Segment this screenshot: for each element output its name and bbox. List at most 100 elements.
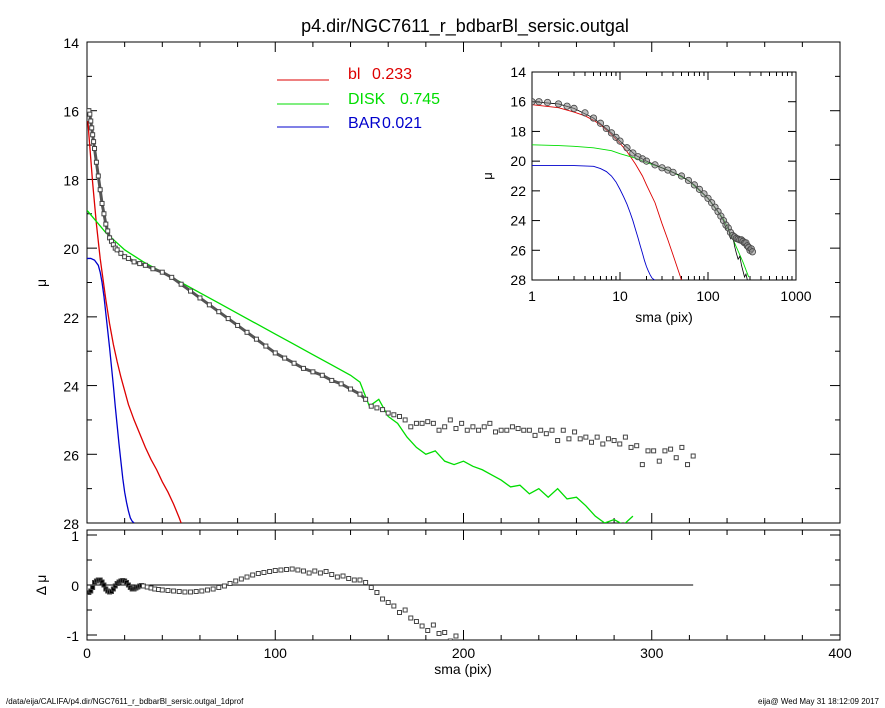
inset-observed-point bbox=[602, 124, 610, 133]
main-axes: 14 16 18 20 22 24 26 28 bbox=[63, 35, 841, 532]
inset-axes: 14 16 18 20 22 24 26 281 10 100 1000 bbox=[510, 64, 811, 304]
observed-point bbox=[103, 221, 109, 227]
residual-point bbox=[261, 570, 267, 575]
observed-point bbox=[131, 259, 137, 265]
residual-point bbox=[380, 596, 386, 602]
main-ytick-label: 18 bbox=[63, 172, 79, 188]
residual-point bbox=[363, 580, 369, 585]
observed-point bbox=[272, 350, 278, 356]
residual-point bbox=[453, 633, 459, 639]
observed-point bbox=[282, 355, 288, 361]
residual-point bbox=[250, 572, 256, 578]
observed-point bbox=[425, 419, 431, 425]
inset-ytick-label: 16 bbox=[510, 94, 526, 110]
observed-point bbox=[244, 329, 250, 335]
observed-point bbox=[216, 309, 222, 315]
observed-point bbox=[118, 250, 124, 256]
residual-point bbox=[300, 568, 306, 574]
inset-observed-point bbox=[623, 144, 631, 152]
main-panel: 14 16 18 20 22 24 26 28 μ bl 0.233 DISK 0.745 B… bbox=[33, 35, 841, 532]
residual-point bbox=[176, 589, 182, 594]
observed-point bbox=[263, 343, 269, 349]
observed-point bbox=[509, 424, 515, 430]
residual-point bbox=[210, 586, 216, 592]
residual-xtick-label: 200 bbox=[452, 645, 476, 661]
observed-point bbox=[197, 295, 203, 301]
observed-point bbox=[93, 159, 99, 165]
observed-point bbox=[549, 427, 555, 433]
observed-point bbox=[651, 448, 657, 454]
residual-ylabel: Δ μ bbox=[33, 575, 49, 596]
main-ytick-label: 28 bbox=[63, 516, 79, 532]
footer-path: /data/eija/CALIFA/p4.dir/NGC7611_r_bdbar… bbox=[6, 697, 244, 706]
observed-point bbox=[685, 462, 691, 468]
observed-point bbox=[363, 396, 369, 402]
inset-observed-point bbox=[554, 100, 563, 108]
observed-point bbox=[611, 438, 617, 444]
residual-axes: 10-10 100 200 300 400 bbox=[67, 528, 852, 661]
observed-point bbox=[291, 360, 297, 366]
residual-panel: 10-10 100 200 300 400 Δ μ sma (pix) bbox=[33, 528, 852, 677]
residual-point bbox=[278, 567, 284, 573]
observed-point bbox=[600, 441, 606, 447]
residual-ytick-label: 0 bbox=[71, 578, 79, 594]
observed-point bbox=[628, 444, 634, 450]
main-ytick-label: 24 bbox=[63, 379, 79, 395]
residual-point bbox=[329, 572, 335, 577]
observed-point bbox=[413, 420, 419, 426]
observed-point bbox=[97, 187, 103, 193]
observed-point bbox=[532, 432, 538, 438]
observed-point bbox=[464, 427, 470, 433]
observed-point bbox=[436, 427, 442, 433]
residual-point bbox=[351, 577, 357, 583]
observed-point bbox=[560, 427, 566, 433]
observed-point bbox=[639, 462, 645, 468]
residual-point bbox=[346, 576, 352, 581]
observed-point bbox=[137, 261, 143, 267]
observed-point bbox=[526, 427, 532, 433]
observed-point bbox=[493, 429, 498, 435]
main-ytick-label: 26 bbox=[63, 447, 79, 463]
inset-observed-point bbox=[629, 149, 637, 157]
residual-point bbox=[233, 578, 239, 584]
residual-point bbox=[255, 571, 261, 576]
residual-point bbox=[357, 577, 363, 583]
chart-title: p4.dir/NGC7611_r_bdbarBl_sersic.outgal bbox=[301, 16, 629, 37]
observed-point bbox=[385, 410, 391, 416]
observed-point bbox=[487, 420, 493, 426]
observed-point bbox=[453, 426, 459, 432]
main-ytick-label: 16 bbox=[63, 104, 79, 120]
observed-point bbox=[521, 427, 527, 433]
observed-point bbox=[572, 429, 578, 435]
inset-observed-point bbox=[532, 98, 536, 106]
observed-point bbox=[419, 420, 425, 426]
residual-point bbox=[216, 585, 222, 590]
observed-point bbox=[515, 426, 521, 432]
observed-point bbox=[498, 427, 504, 433]
observed-point bbox=[169, 274, 175, 280]
residual-point bbox=[284, 567, 290, 572]
residual-point bbox=[447, 638, 453, 640]
observed-point bbox=[178, 281, 184, 287]
residual-point bbox=[227, 581, 233, 586]
residual-points bbox=[87, 566, 459, 640]
inset-xtick-label: 100 bbox=[696, 288, 720, 304]
observed-point bbox=[690, 453, 696, 459]
observed-point bbox=[206, 302, 212, 308]
legend-label-bl: bl bbox=[348, 66, 360, 83]
main-ytick-label: 14 bbox=[63, 35, 79, 51]
inset-observed-point bbox=[563, 102, 571, 110]
observed-point bbox=[447, 417, 453, 423]
footer-timestamp: eija@ Wed May 31 18:12:09 2017 bbox=[758, 697, 879, 706]
observed-point bbox=[357, 391, 363, 397]
observed-point bbox=[645, 448, 651, 454]
observed-point bbox=[368, 403, 374, 409]
residual-point bbox=[244, 574, 250, 580]
legend-value-bl: 0.233 bbox=[372, 66, 412, 83]
residual-point bbox=[413, 619, 419, 624]
observed-point bbox=[114, 247, 120, 253]
legend: bl 0.233 DISK 0.745 BAR 0.021 bbox=[277, 66, 440, 132]
observed-point bbox=[577, 436, 583, 442]
observed-point bbox=[583, 434, 589, 440]
residual-xtick-label: 300 bbox=[640, 645, 664, 661]
